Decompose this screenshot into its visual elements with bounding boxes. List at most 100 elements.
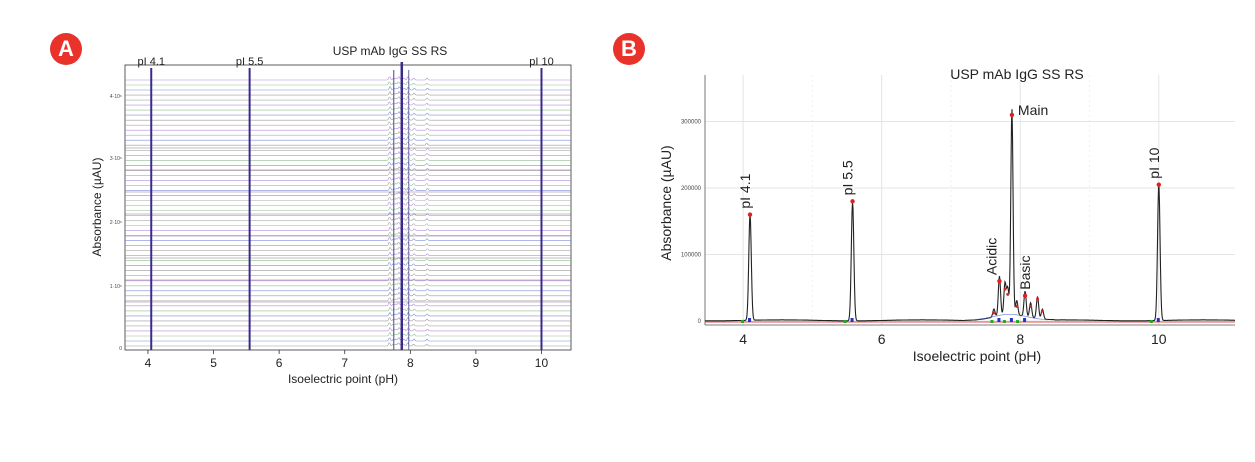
minor-peak-marker [1015, 304, 1019, 308]
y-tick-label: 0 [698, 319, 702, 325]
peak-start-marker [1149, 320, 1153, 324]
trace-line [125, 231, 571, 236]
y-tick-label: 2·10⁶ [110, 220, 122, 226]
electropherogram-trace [705, 109, 1235, 322]
peak-start-marker [741, 320, 745, 324]
panel-b: B USP mAb IgG SS RS pI 4.1 pI 5.5 Acidic Mai… [600, 0, 1255, 462]
trace-line [125, 95, 571, 101]
trace-line [125, 306, 571, 312]
x-tick-label: 6 [276, 356, 283, 370]
peak-label: pI 5.5 [840, 160, 856, 195]
panel-a-badge: A [50, 33, 82, 65]
trace-line [125, 181, 571, 186]
trace-line [125, 326, 571, 332]
trace-line [125, 316, 571, 322]
trace-line [125, 331, 571, 337]
trace-line [125, 201, 571, 206]
trace-line [125, 126, 571, 131]
trace-line [125, 322, 571, 327]
peak-start-marker [990, 320, 994, 324]
peak-marker [997, 278, 1002, 284]
trace-line [125, 90, 571, 96]
y-tick-label: 3·10⁶ [110, 156, 122, 162]
minor-peak-marker [992, 311, 996, 315]
trace-line [125, 281, 571, 287]
chart-b-title: USP mAb IgG SS RS [950, 66, 1084, 82]
chart-b: USP mAb IgG SS RS pI 4.1 pI 5.5 Acidic Main B… [658, 66, 1235, 364]
plot-frame-a [124, 64, 572, 351]
minor-peak-marker [1006, 292, 1010, 296]
peak-marker [747, 212, 753, 217]
peak-end-marker [1009, 318, 1013, 323]
x-tick-label: 7 [341, 356, 348, 370]
y-tick-label: 100000 [681, 253, 702, 259]
y-tick-label: 4·10⁶ [110, 94, 122, 100]
x-axis-label-a: Isoelectric point (pH) [288, 372, 398, 386]
trace-line [125, 151, 571, 156]
trace-line [125, 286, 571, 292]
x-tick-label: 4 [739, 331, 747, 347]
y-tick-label: 200000 [681, 186, 702, 192]
x-tick-label: 10 [535, 356, 549, 370]
y-axis-label-b: Absorbance (µAU) [658, 145, 674, 260]
y-tick-label: 0 [119, 346, 122, 352]
peak-label: Acidic [983, 238, 999, 275]
peak-label: Basic [1017, 256, 1033, 290]
trace-line [125, 75, 571, 81]
trace-line [125, 251, 571, 257]
panel-b-badge: B [613, 33, 645, 65]
chart-a-title: USP mAb IgG SS RS [333, 44, 448, 58]
trace-line [125, 266, 571, 271]
trace-stack-a [125, 75, 571, 347]
trace-line [125, 221, 571, 226]
peak-end-marker [997, 318, 1001, 323]
trace-line [125, 101, 571, 106]
trace-line [125, 261, 571, 266]
trace-line [125, 121, 571, 126]
trace-line [125, 236, 571, 241]
x-tick-label: 6 [878, 331, 886, 347]
trace-line [125, 176, 571, 181]
y-tick-label: 1·10⁶ [110, 284, 122, 290]
peak-marker [1156, 182, 1161, 187]
peak-marker [850, 199, 855, 204]
trace-line [125, 191, 571, 196]
trace-line [125, 296, 571, 302]
trace-line [125, 85, 571, 91]
trace-line [125, 161, 571, 166]
minor-peak-marker [1040, 309, 1044, 313]
trace-line [125, 206, 571, 211]
trace-line [125, 115, 571, 121]
marker-peak-label: pI 10 [529, 56, 553, 68]
trace-line [125, 216, 571, 221]
trace-line [125, 186, 571, 191]
minor-peak-marker [1029, 304, 1033, 308]
peak-marker [1022, 293, 1028, 298]
peak-marker [1009, 112, 1015, 118]
trace-line [125, 171, 571, 176]
peak-label: Main [1018, 102, 1048, 118]
trace-line [125, 211, 571, 216]
trace-line [125, 131, 571, 136]
minor-peak-marker [1036, 297, 1040, 301]
trace-line [125, 226, 571, 231]
trace-line [125, 141, 571, 146]
peak-end-marker [1156, 318, 1160, 323]
marker-peak-label: pI 4.1 [137, 56, 165, 68]
cluster-trace [971, 314, 1048, 321]
trace-line [125, 156, 571, 161]
minor-peak-marker [1003, 287, 1007, 291]
x-tick-label: 9 [473, 356, 480, 370]
peak-start-marker [843, 320, 847, 324]
trace-line [125, 311, 571, 317]
trace-line [125, 136, 571, 141]
peak-end-marker [748, 318, 752, 323]
x-tick-label: 5 [210, 356, 217, 370]
panel-a: A USP mAb IgG SS RS pI 4.1 pI 5.5 pI 10 4 5 6 7… [0, 0, 600, 462]
x-tick-label: 4 [145, 356, 152, 370]
trace-line [125, 196, 571, 201]
peak-label: pI 10 [1146, 147, 1162, 178]
trace-line [125, 276, 571, 282]
trace-line [125, 256, 571, 262]
y-tick-label: 300000 [681, 120, 702, 126]
